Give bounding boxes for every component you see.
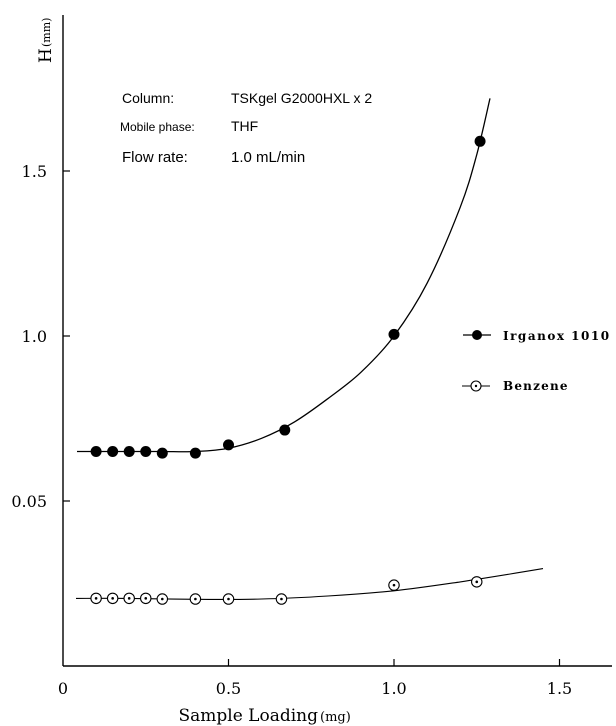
benzene-point-dot-9 — [475, 580, 479, 584]
irganox-point-2 — [123, 446, 135, 457]
x-axis-unit: (mg) — [320, 710, 351, 725]
benzene-point-dot-4 — [161, 597, 164, 601]
axes: 0 0.5 1.0 1.5 0.05 1.0 1.5 — [11, 15, 612, 698]
irganox-point-3 — [140, 446, 152, 457]
y-tick-label-0: 0.05 — [11, 492, 47, 511]
annotation-block: Column: TSKgel G2000HXL x 2 Mobile phase… — [120, 90, 372, 166]
annotation-label-mobile-phase: Mobile phase: — [120, 120, 195, 134]
x-tick-label-2: 1.0 — [381, 679, 406, 698]
irganox-point-1 — [107, 446, 119, 457]
legend-label-benzene: Benzene — [503, 379, 569, 393]
benzene-point-dot-7 — [280, 597, 283, 601]
benzene-point-dot-1 — [111, 597, 114, 600]
irganox-point-0 — [90, 446, 102, 457]
irganox-point-4 — [156, 447, 168, 459]
irganox-point-5 — [189, 447, 201, 459]
y-tick-label-2: 1.5 — [22, 162, 47, 181]
y-tick-label-1: 1.0 — [22, 327, 47, 346]
annotation-label-column: Column: — [122, 90, 174, 106]
x-tick-label-1: 0.5 — [216, 679, 241, 698]
benzene-point-dot-5 — [194, 597, 197, 601]
annotation-value-column: TSKgel G2000HXL x 2 — [231, 90, 372, 106]
benzene-point-dot-2 — [127, 597, 131, 600]
x-tick-label-3: 1.5 — [547, 679, 572, 698]
axis-titles: Sample Loading (mg) H (mm) — [36, 18, 351, 726]
data-points — [90, 135, 486, 605]
benzene-point-dot-3 — [144, 597, 148, 600]
benzene-point-dot-6 — [227, 597, 230, 601]
fit-curve-irganox — [77, 98, 491, 453]
irganox-point-8 — [388, 328, 400, 340]
x-axis-title: Sample Loading — [179, 706, 319, 726]
irganox-point-9 — [474, 135, 486, 147]
y-axis-title: H — [36, 48, 56, 63]
y-axis-unit: (mm) — [40, 18, 53, 47]
annotation-value-flow-rate: 1.0 mL/min — [231, 149, 305, 166]
annotation-label-flow-rate: Flow rate: — [122, 149, 188, 166]
irganox-point-7 — [279, 424, 291, 436]
benzene-point-dot-0 — [94, 597, 98, 600]
legend: Irganox 1010 Benzene — [462, 329, 611, 393]
legend-marker-benzene-dot — [474, 384, 478, 388]
fit-curves — [75, 98, 544, 601]
x-tick-label-0: 0 — [58, 679, 68, 698]
irganox-point-6 — [223, 439, 234, 451]
benzene-point-dot-8 — [392, 583, 396, 587]
legend-label-irganox: Irganox 1010 — [503, 329, 611, 343]
legend-marker-irganox — [472, 330, 482, 340]
annotation-value-mobile-phase: THF — [231, 118, 258, 134]
